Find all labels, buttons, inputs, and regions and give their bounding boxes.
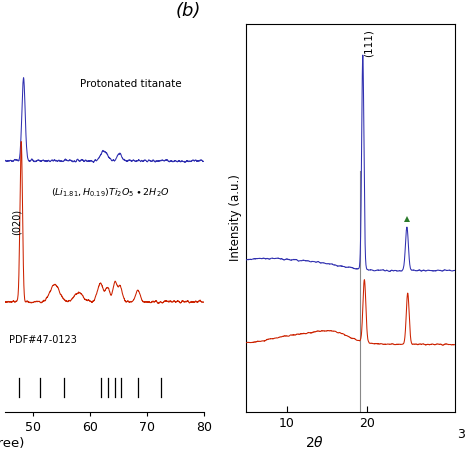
Text: 2$\theta$: 2$\theta$: [305, 435, 324, 450]
Text: $(Li_{1.81},H_{0.19})Ti_2O_5\bullet2H_2O$: $(Li_{1.81},H_{0.19})Ti_2O_5\bullet2H_2O…: [51, 187, 169, 199]
Text: (b): (b): [175, 2, 201, 20]
Text: (020): (020): [12, 209, 22, 235]
Text: PDF#47-0123: PDF#47-0123: [9, 336, 77, 346]
Text: 3: 3: [457, 428, 465, 441]
Y-axis label: Intensity (a.u.): Intensity (a.u.): [229, 174, 242, 262]
Text: Protonated titanate: Protonated titanate: [81, 79, 182, 89]
Text: gree): gree): [0, 438, 24, 450]
Text: (111): (111): [364, 29, 374, 57]
